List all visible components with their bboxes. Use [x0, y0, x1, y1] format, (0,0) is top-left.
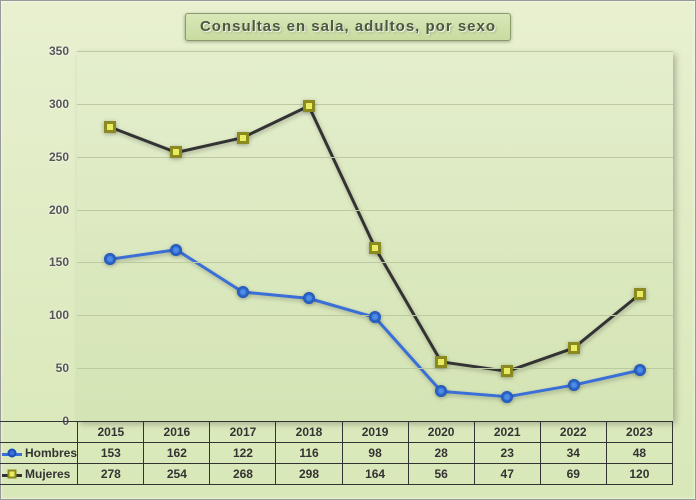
y-axis-label: 150	[49, 255, 69, 269]
table-cell: 298	[276, 464, 342, 485]
marker-hombres	[170, 244, 182, 256]
table-cell: 162	[144, 443, 210, 464]
gridline	[77, 51, 673, 52]
marker-hombres	[634, 364, 646, 376]
table-cell: 254	[144, 464, 210, 485]
table-cell: 116	[276, 443, 342, 464]
marker-hombres	[501, 391, 513, 403]
table-cell: 153	[78, 443, 144, 464]
table-corner	[0, 422, 78, 443]
table-cell: 69	[540, 464, 606, 485]
marker-hombres	[303, 292, 315, 304]
category-header: 2023	[606, 422, 672, 443]
data-table: 201520162017201820192020202120222023 Homb…	[0, 421, 673, 485]
marker-hombres	[104, 253, 116, 265]
plot-area: 050100150200250300350	[77, 51, 673, 421]
table-cell: 278	[78, 464, 144, 485]
category-header: 2020	[408, 422, 474, 443]
marker-hombres	[435, 385, 447, 397]
marker-hombres	[237, 286, 249, 298]
marker-mujeres	[104, 121, 116, 133]
table-cell: 268	[210, 464, 276, 485]
table-cell: 56	[408, 464, 474, 485]
table-cell: 98	[342, 443, 408, 464]
table-cell: 47	[474, 464, 540, 485]
table-cell: 164	[342, 464, 408, 485]
gridline	[77, 368, 673, 369]
table-cell: 23	[474, 443, 540, 464]
legend-marker-mujeres	[2, 467, 22, 481]
legend-label: Mujeres	[25, 467, 70, 481]
chart-title-box: Consultas en sala, adultos, por sexo	[185, 13, 511, 41]
marker-mujeres	[501, 365, 513, 377]
table-cell: 122	[210, 443, 276, 464]
series-line-mujeres	[110, 106, 640, 371]
table-cell: 120	[606, 464, 672, 485]
marker-mujeres	[435, 356, 447, 368]
category-header: 2016	[144, 422, 210, 443]
y-axis-label: 250	[49, 150, 69, 164]
marker-mujeres	[568, 342, 580, 354]
category-header: 2015	[78, 422, 144, 443]
y-axis-label: 50	[56, 361, 69, 375]
marker-mujeres	[237, 132, 249, 144]
y-axis-label: 300	[49, 97, 69, 111]
table-cell: 28	[408, 443, 474, 464]
category-header: 2022	[540, 422, 606, 443]
category-header: 2017	[210, 422, 276, 443]
chart-frame: Consultas en sala, adultos, por sexo 050…	[0, 0, 696, 500]
legend-marker-hombres	[2, 446, 22, 460]
category-header: 2019	[342, 422, 408, 443]
gridline	[77, 104, 673, 105]
legend-mujeres: Mujeres	[0, 464, 78, 485]
legend-hombres: Hombres	[0, 443, 78, 464]
y-axis-label: 350	[49, 44, 69, 58]
table-cell: 48	[606, 443, 672, 464]
legend-label: Hombres	[25, 446, 77, 460]
y-axis-label: 100	[49, 308, 69, 322]
gridline	[77, 157, 673, 158]
gridline	[77, 210, 673, 211]
chart-title: Consultas en sala, adultos, por sexo	[200, 18, 496, 35]
gridline	[77, 262, 673, 263]
category-header: 2021	[474, 422, 540, 443]
marker-mujeres	[369, 242, 381, 254]
series-lines	[77, 51, 673, 421]
marker-mujeres	[634, 288, 646, 300]
marker-hombres	[369, 311, 381, 323]
marker-mujeres	[303, 100, 315, 112]
marker-hombres	[568, 379, 580, 391]
y-axis-label: 200	[49, 203, 69, 217]
marker-mujeres	[170, 146, 182, 158]
category-header: 2018	[276, 422, 342, 443]
table-cell: 34	[540, 443, 606, 464]
